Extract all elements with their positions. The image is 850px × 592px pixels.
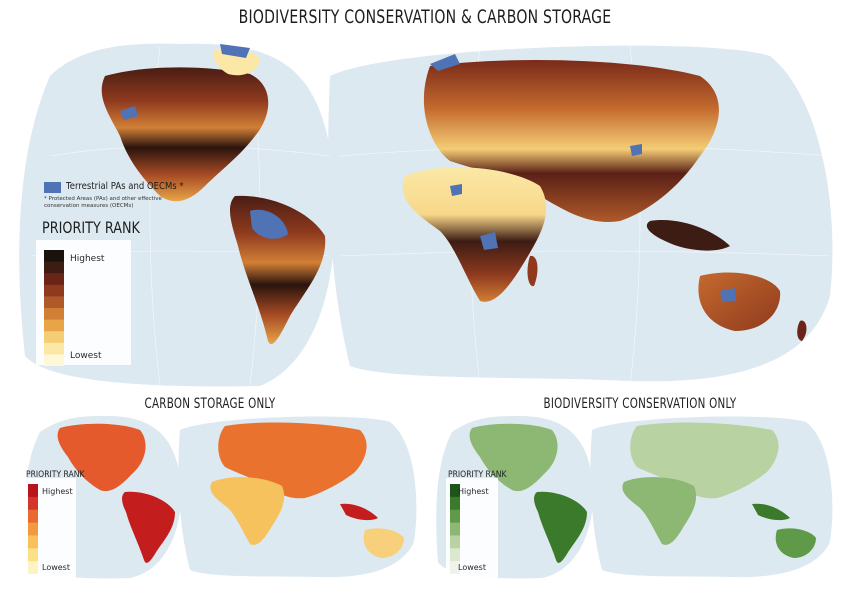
bio-legend-high: Highest	[458, 487, 489, 496]
protected-areas	[120, 44, 736, 302]
main-color-ramp	[44, 250, 64, 366]
main-legend-low: Lowest	[70, 351, 102, 361]
bio-ramp-step-5	[450, 548, 460, 562]
bio-southeast-asia	[752, 503, 790, 521]
eurasia	[423, 60, 719, 222]
southeast-asia-islands	[646, 220, 730, 251]
bio-legend-title: PRIORITY RANK	[448, 470, 507, 480]
carbon-north-america	[57, 423, 146, 492]
carbon-legend-high: Highest	[42, 487, 73, 496]
bio-ramp-step-6	[450, 561, 460, 574]
carbon-south-america	[122, 491, 175, 563]
main-ramp-step-5	[44, 308, 64, 321]
main-ramp-step-2	[44, 273, 64, 286]
bio-south-america	[534, 491, 587, 563]
new-zealand	[797, 320, 807, 341]
main-ramp-step-8	[44, 342, 64, 355]
carbon-legend-title: PRIORITY RANK	[26, 470, 85, 480]
carbon-ramp-step-6	[28, 561, 38, 574]
carbon-ramp-step-3	[28, 522, 38, 536]
carbon-storage-map	[24, 415, 417, 579]
main-ramp-step-3	[44, 284, 64, 297]
carbon-color-ramp	[28, 484, 38, 574]
south-america	[229, 195, 326, 345]
carbon-australia	[363, 528, 404, 558]
main-legend-title: PRIORITY RANK	[42, 218, 140, 237]
bio-color-ramp	[450, 484, 460, 574]
carbon-ramp-step-2	[28, 509, 38, 524]
main-ramp-step-0	[44, 250, 64, 263]
bio-ramp-step-0	[450, 484, 460, 498]
combined-priority-map	[19, 43, 833, 387]
carbon-legend-low: Lowest	[42, 563, 70, 572]
australia	[698, 272, 781, 331]
main-ramp-step-7	[44, 331, 64, 344]
africa	[402, 167, 547, 302]
main-ramp-step-9	[44, 354, 64, 366]
main-ramp-step-4	[44, 296, 64, 309]
protected-areas-label: Terrestrial PAs and OECMs *	[66, 181, 184, 192]
bio-ramp-step-1	[450, 496, 460, 511]
greenland	[213, 48, 260, 76]
madagascar	[527, 255, 538, 287]
carbon-ramp-step-0	[28, 484, 38, 498]
main-legend-high: Highest	[70, 254, 105, 264]
protected-areas-swatch	[44, 182, 61, 193]
carbon-map-title: CARBON STORAGE ONLY	[144, 396, 276, 412]
bio-ramp-step-4	[450, 535, 460, 549]
landmasses	[101, 48, 807, 345]
north-america	[101, 67, 269, 202]
carbon-ramp-step-1	[28, 496, 38, 511]
bio-ramp-step-3	[450, 522, 460, 536]
bio-north-america	[469, 423, 558, 492]
page-title: BIODIVERSITY CONSERVATION & CARBON STORA…	[238, 6, 612, 28]
carbon-ramp-step-5	[28, 548, 38, 562]
bio-africa	[622, 477, 697, 545]
protected-areas-note: * Protected Areas (PAs) and other effect…	[44, 196, 162, 209]
carbon-africa	[210, 477, 285, 545]
bio-legend-low: Lowest	[458, 563, 486, 572]
carbon-southeast-asia	[340, 503, 378, 521]
bio-ramp-step-2	[450, 509, 460, 524]
bio-map-title: BIODIVERSITY CONSERVATION ONLY	[543, 396, 737, 412]
main-ramp-step-1	[44, 261, 64, 274]
carbon-ramp-step-4	[28, 535, 38, 549]
main-ramp-step-6	[44, 319, 64, 332]
bio-australia	[775, 528, 816, 558]
